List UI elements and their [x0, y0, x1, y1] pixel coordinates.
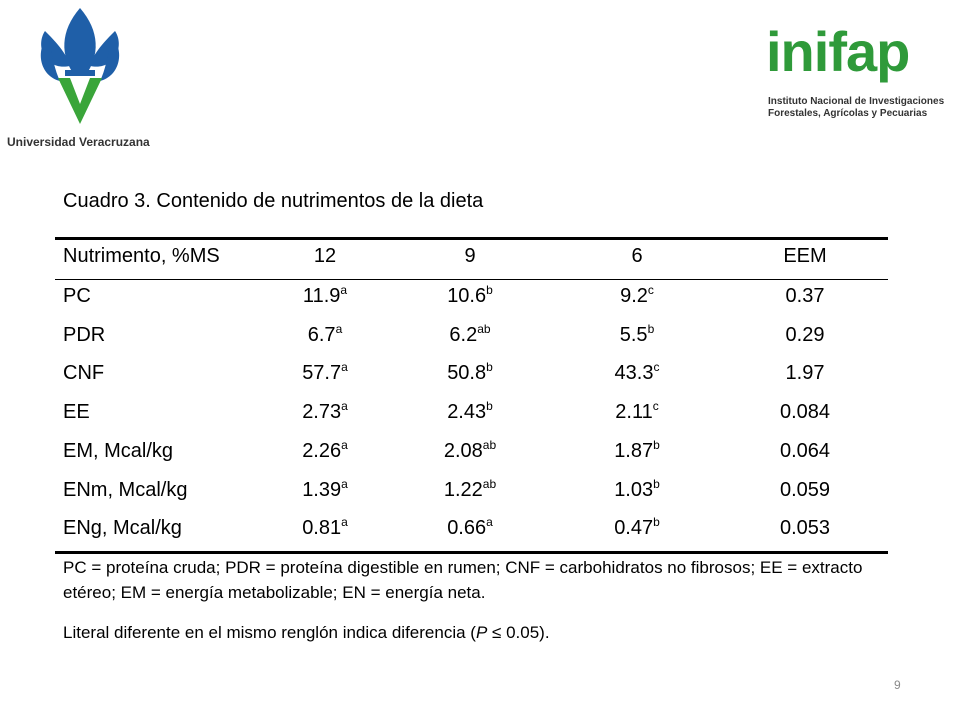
cell-superscript: ab — [477, 321, 491, 336]
cell-superscript: b — [647, 321, 655, 336]
cell-superscript: a — [341, 399, 348, 414]
inifap-subtitle-line: Instituto Nacional de Investigaciones — [768, 96, 945, 107]
table-cell: 5.5b — [620, 323, 655, 347]
cell-superscript: b — [486, 283, 493, 297]
table-cell: 0.053 — [779, 517, 831, 540]
cell-superscript: a — [335, 321, 343, 336]
cell-value: 10.6 — [447, 285, 487, 307]
cell-superscript: c — [653, 360, 660, 375]
table-cell: 2.11c — [615, 400, 658, 424]
table-bottom-rule — [55, 551, 888, 554]
table-cell: 0.29 — [785, 323, 825, 346]
cell-superscript: b — [486, 399, 493, 414]
cell-superscript: a — [341, 476, 348, 491]
table-cell: 0.81a — [302, 516, 348, 540]
cell-value: 9.2 — [620, 285, 648, 307]
table-cell: 57.7a — [302, 361, 348, 385]
cell-superscript: c — [652, 399, 659, 414]
cell-value: 1.39 — [302, 478, 342, 501]
cell-value: 0.81 — [302, 517, 342, 540]
table-cell: 2.26a — [302, 439, 348, 463]
row-label: PDR — [63, 323, 106, 346]
table-cell: 1.87b — [614, 439, 660, 463]
table-top-rule — [55, 237, 888, 240]
cell-value: 43.3 — [614, 362, 654, 385]
table-cell: 0.084 — [779, 401, 831, 424]
table-cell: 1.97 — [785, 362, 825, 385]
column-header: 12 — [313, 245, 337, 267]
uv-logo-text: Universidad Veracruzana — [7, 135, 150, 149]
table-cell: 0.47b — [614, 516, 660, 540]
cell-value: 2.08 — [443, 439, 483, 462]
header-rule — [55, 279, 888, 280]
row-label: ENg, Mcal/kg — [63, 517, 182, 540]
note: Literal diferente en el mismo renglón in… — [63, 623, 550, 643]
table-cell: 0.37 — [785, 285, 825, 307]
inifap-subtitle-line: Forestales, Agrícolas y Pecuarias — [768, 108, 928, 119]
table-cell: 0.66a — [447, 516, 493, 540]
row-label: PC — [63, 285, 91, 307]
table-cell: 2.73a — [302, 400, 348, 424]
cell-superscript: b — [653, 437, 660, 452]
cell-superscript: b — [653, 515, 660, 530]
uv-logo — [40, 8, 120, 124]
column-header: 6 — [631, 245, 643, 267]
cell-value: 2.26 — [302, 439, 342, 462]
row-label: EE — [63, 401, 90, 424]
cell-value: 2.11 — [615, 401, 653, 424]
table-cell: 0.064 — [779, 439, 831, 462]
table-title: Cuadro 3. Contenido de nutrimentos de la… — [63, 190, 484, 212]
cell-value: 6.7 — [307, 323, 336, 346]
row-label: EM, Mcal/kg — [63, 439, 174, 462]
note-text: Literal diferente en el mismo renglón in… — [63, 623, 476, 642]
cell-value: 5.5 — [619, 323, 648, 346]
inifap-logo-text: inifap — [766, 20, 910, 83]
cell-value: 57.7 — [302, 362, 342, 385]
row-label: ENm, Mcal/kg — [63, 478, 188, 501]
table-cell: 10.6b — [447, 284, 493, 308]
column-header: Nutrimento, %MS — [63, 245, 220, 267]
cell-superscript: a — [486, 515, 493, 530]
table-cell: 1.39a — [302, 478, 348, 502]
cell-value: 11.9 — [302, 285, 341, 307]
note-text: ≤ 0.05). — [487, 623, 550, 642]
cell-superscript: a — [340, 283, 348, 297]
cell-value: 6.2 — [449, 323, 478, 346]
row-label: CNF — [63, 362, 105, 385]
table-cell: 11.9a — [303, 284, 347, 308]
cell-superscript: b — [653, 476, 660, 491]
cell-superscript: a — [341, 515, 348, 530]
cell-superscript: a — [341, 437, 348, 452]
table-cell: 1.22ab — [444, 478, 496, 502]
table-cell: 2.08ab — [444, 439, 496, 463]
cell-value: 1.03 — [614, 478, 654, 501]
table-cell: 2.43b — [447, 400, 493, 424]
inifap-subtitle: Instituto Nacional de Investigaciones Fo… — [768, 96, 944, 120]
cell-value: 2.43 — [447, 401, 487, 424]
cell-value: 50.8 — [447, 362, 487, 385]
table-cell: 1.03b — [614, 478, 660, 502]
column-header: 9 — [464, 245, 476, 267]
footnote: PC = proteína cruda; PDR = proteína dige… — [63, 558, 863, 602]
cell-superscript: ab — [482, 437, 497, 452]
table-cell: 43.3c — [615, 361, 660, 385]
table-cell: 9.2c — [620, 284, 654, 308]
cell-superscript: a — [341, 360, 348, 375]
table-cell: 0.059 — [779, 478, 831, 501]
cell-value: 2.73 — [302, 401, 342, 424]
table-cell: 50.8b — [447, 361, 493, 385]
cell-value: 1.87 — [614, 439, 654, 462]
cell-value: 0.66 — [447, 517, 487, 540]
table-cell: 6.2ab — [449, 323, 490, 347]
cell-superscript: ab — [482, 476, 497, 491]
column-header: EEM — [783, 245, 827, 267]
cell-superscript: b — [486, 360, 493, 375]
note-italic: P — [475, 623, 488, 642]
cell-value: 0.47 — [614, 517, 654, 540]
cell-superscript: c — [647, 283, 654, 297]
page-number: 9 — [894, 678, 901, 692]
table-cell: 6.7a — [308, 323, 343, 347]
cell-value: 1.22 — [443, 478, 483, 501]
